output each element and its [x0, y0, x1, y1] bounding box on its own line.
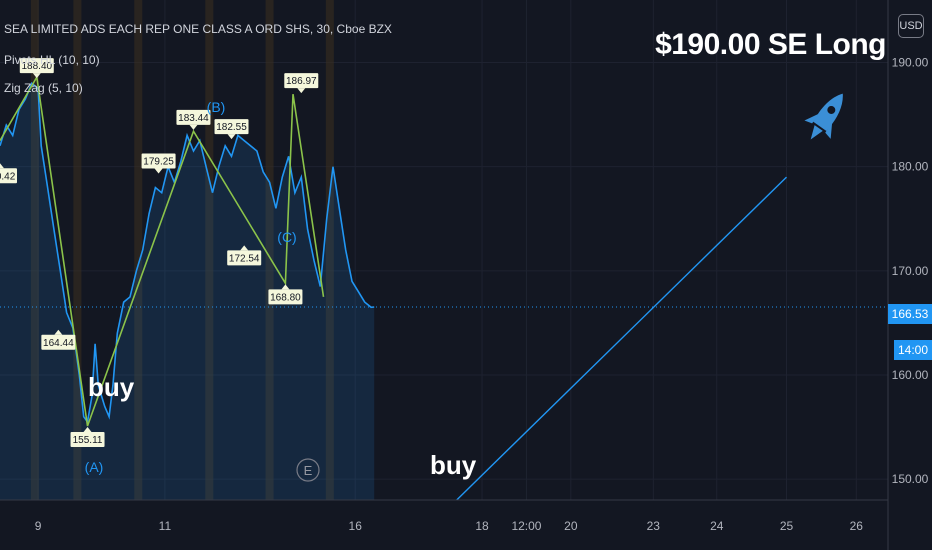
pivot-value: 188.40 [21, 61, 52, 72]
pivot-pointer [240, 245, 249, 251]
pivot-label: 168.80 [268, 284, 303, 305]
time-tick-label: 18 [475, 519, 489, 533]
session-stripe [73, 0, 82, 500]
buy-annotation-2: buy [430, 450, 477, 480]
indicator-zigzag[interactable]: Zig Zag (5, 10) [4, 81, 83, 95]
pivot-label-box [284, 73, 319, 89]
pivot-label: 183.44 [176, 109, 211, 130]
pivot-pointer [0, 163, 4, 169]
indicator-pivots[interactable]: Pivots HL (10, 10) [4, 53, 100, 67]
pivot-value: 168.80 [270, 292, 301, 303]
rocket-icon [804, 93, 843, 140]
pivot-pointer [297, 88, 306, 94]
pivot-label-box [214, 119, 249, 135]
pivot-label-box [70, 431, 105, 447]
session-stripe [325, 0, 334, 500]
pivot-pointer [54, 329, 63, 335]
price-tick-label: 160.00 [892, 368, 929, 382]
pivot-pointer [154, 168, 163, 174]
trade-headline: $190.00 SE Long [655, 28, 886, 61]
price-tick-label: 180.00 [892, 160, 929, 174]
pivot-pointer [189, 124, 198, 130]
time-tick-label: 16 [349, 519, 363, 533]
session-stripe [134, 0, 143, 500]
time-tick-label: 11 [159, 519, 172, 533]
pivot-value: 183.44 [178, 113, 209, 124]
pivot-label: 188.40 [19, 58, 54, 79]
time-tick-label: 9 [35, 519, 42, 533]
earnings-label: E [304, 463, 313, 478]
pivot-label-box [141, 153, 176, 169]
time-tick-label: 20 [564, 519, 578, 533]
pivot-label-box [0, 168, 17, 184]
pivot-pointer [83, 426, 92, 432]
session-stripe [265, 0, 274, 500]
wave-label-c: (C) [277, 229, 296, 245]
earnings-marker[interactable]: E [296, 458, 320, 482]
price-tick-label: 190.00 [892, 56, 929, 70]
wave-label-b: (B) [207, 99, 226, 115]
price-line [0, 81, 375, 424]
wave-label-a: (A) [85, 459, 104, 475]
pivot-label-box [176, 109, 211, 125]
price-tick-label: 170.00 [892, 264, 929, 278]
pivot-label: 180.42 [0, 163, 17, 184]
pivot-label: 155.11 [70, 426, 105, 447]
pivot-value: 179.25 [143, 156, 174, 167]
price-tick-label: 150.00 [892, 472, 929, 486]
pivot-label: 172.54 [227, 245, 262, 266]
time-axis[interactable]: 9 11 16 18 12:00 20 23 24 25 26 [35, 519, 864, 533]
price-area-fill [0, 83, 375, 501]
pivot-pointer [281, 284, 290, 290]
session-stripe [30, 0, 39, 500]
session-shading [30, 0, 334, 500]
pivot-value: 180.42 [0, 171, 16, 182]
pivot-label: 186.97 [284, 73, 319, 94]
time-tick-label: 26 [850, 519, 864, 533]
pivot-pointer [32, 73, 41, 79]
time-tick-label: 24 [710, 519, 724, 533]
pivot-value: 182.55 [216, 122, 247, 133]
buy-annotation-1: buy [88, 372, 135, 402]
pivot-label-box [268, 289, 303, 305]
currency-button[interactable]: USD [898, 14, 924, 38]
pivot-value: 172.54 [229, 253, 260, 264]
last-price-tag: 166.53 [888, 304, 932, 324]
pivot-label: 164.44 [41, 329, 76, 350]
time-tick-label: 23 [647, 519, 661, 533]
symbol-title[interactable]: SEA LIMITED ADS EACH REP ONE CLASS A ORD… [4, 22, 392, 36]
pivot-label-box [227, 250, 262, 266]
pivot-pointer [227, 134, 236, 140]
time-tick-label: 25 [780, 519, 794, 533]
pivot-label-box [19, 58, 54, 74]
time-tick-label: 12:00 [511, 519, 541, 533]
pivot-value: 186.97 [286, 76, 317, 87]
price-axis[interactable]: 150.00 160.00 170.00 180.00 190.00 [892, 56, 929, 487]
pivot-value: 164.44 [43, 338, 74, 349]
pivot-label: 179.25 [141, 153, 176, 174]
pivot-labels: 188.40 180.42 164.44 155.11 179.25 183.44 182.… [0, 58, 319, 447]
pivot-label: 182.55 [214, 119, 249, 140]
session-stripe [205, 0, 214, 500]
pivot-label-box [41, 334, 76, 350]
pivot-value: 155.11 [73, 435, 103, 446]
bar-countdown-tag: 14:00 [894, 340, 932, 360]
wave-labels: (B) (A) (C) [85, 99, 297, 475]
projection-line [456, 176, 788, 501]
